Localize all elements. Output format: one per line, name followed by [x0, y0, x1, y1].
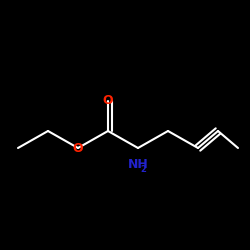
Text: 2: 2	[140, 164, 146, 173]
Text: O: O	[73, 142, 83, 154]
Text: O: O	[103, 94, 113, 108]
Text: NH: NH	[128, 158, 148, 172]
